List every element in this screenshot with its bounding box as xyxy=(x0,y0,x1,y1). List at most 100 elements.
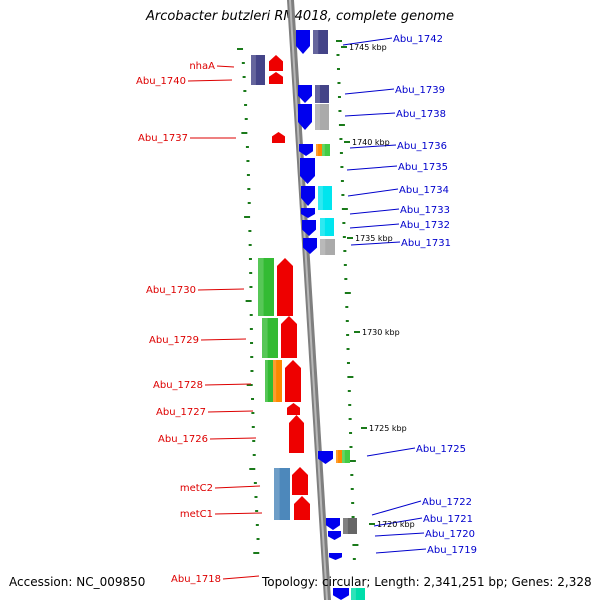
gene-label-abu_1726[interactable]: Abu_1726 xyxy=(158,434,208,445)
gene-label-abu_1731[interactable]: Abu_1731 xyxy=(401,238,451,249)
label-leader-line xyxy=(375,548,427,554)
gene-label-metc2[interactable]: metC2 xyxy=(180,483,213,494)
accession-text: Accession: NC_009850 xyxy=(9,575,146,589)
gene-block-shade xyxy=(351,588,356,600)
tick-mark xyxy=(340,180,344,182)
kbp-tick xyxy=(341,46,347,48)
tick-mark xyxy=(249,468,256,470)
tick-mark xyxy=(252,440,256,442)
tick-mark xyxy=(246,384,253,386)
tick-mark xyxy=(343,264,347,266)
gene-block xyxy=(318,186,332,210)
gene-label-abu_1736[interactable]: Abu_1736 xyxy=(397,141,447,152)
gene-label-abu_1738[interactable]: Abu_1738 xyxy=(396,109,446,120)
gene-arrow xyxy=(326,518,340,530)
tick-mark xyxy=(346,362,350,364)
gene-block-shade xyxy=(274,468,280,520)
gene-label-abu_1721[interactable]: Abu_1721 xyxy=(423,514,473,525)
gene-arrow xyxy=(299,144,313,156)
tick-mark xyxy=(337,82,341,84)
gene-block xyxy=(316,144,322,156)
gene-arrow xyxy=(281,316,297,358)
gene-block-shade xyxy=(342,450,345,463)
gene-block xyxy=(343,518,357,534)
tick-mark xyxy=(245,146,249,148)
label-leader-line xyxy=(342,37,393,46)
gene-label-abu_1725[interactable]: Abu_1725 xyxy=(416,444,466,455)
gene-label-abu_1735[interactable]: Abu_1735 xyxy=(398,162,448,173)
label-leader-line xyxy=(374,532,425,537)
gene-label-abu_1734[interactable]: Abu_1734 xyxy=(399,185,449,196)
gene-block xyxy=(322,144,330,156)
tick-mark xyxy=(338,110,342,112)
tick-mark xyxy=(249,328,253,330)
tick-mark xyxy=(342,222,346,224)
label-leader-line xyxy=(349,223,400,229)
gene-label-abu_1737[interactable]: Abu_1737 xyxy=(138,133,188,144)
gene-label-metc1[interactable]: metC1 xyxy=(180,509,213,520)
gene-block xyxy=(351,588,365,600)
tick-mark xyxy=(337,96,341,98)
gene-label-abu_1719[interactable]: Abu_1719 xyxy=(427,545,477,556)
right-gene-labels: Abu_1742 Abu_1739 Abu_1738 Abu_1736 Abu_1735… xyxy=(342,34,477,556)
gene-arrow xyxy=(277,258,293,316)
kbp-marker-label: 1725 kbp xyxy=(369,424,407,433)
gene-arrow xyxy=(318,451,333,464)
gene-arrow xyxy=(269,72,283,84)
tick-mark xyxy=(348,404,352,406)
label-leader-line xyxy=(371,500,422,516)
gene-arrow xyxy=(294,496,310,520)
kbp-tick xyxy=(354,331,360,333)
tick-mark xyxy=(351,502,355,504)
gene-label-abu_1718[interactable]: Abu_1718 xyxy=(171,574,221,585)
label-leader-line xyxy=(346,165,398,171)
gene-label-abu_1733[interactable]: Abu_1733 xyxy=(400,205,450,216)
tick-mark xyxy=(348,418,352,420)
tick-mark xyxy=(248,230,252,232)
tick-mark xyxy=(245,300,252,302)
gene-label-abu_1720[interactable]: Abu_1720 xyxy=(425,529,475,540)
label-leader-line xyxy=(214,512,263,515)
gene-label-nhaa[interactable]: nhaA xyxy=(189,61,215,72)
tick-mark xyxy=(350,488,354,490)
gene-block-shade xyxy=(258,258,264,316)
gene-block xyxy=(320,239,335,255)
label-leader-line xyxy=(216,65,235,68)
gene-label-abu_1729[interactable]: Abu_1729 xyxy=(149,335,199,346)
gene-arrow xyxy=(285,360,301,402)
gene-arrow xyxy=(303,238,317,254)
tick-mark xyxy=(347,390,351,392)
tick-mark xyxy=(255,510,259,512)
label-leader-line xyxy=(187,79,233,82)
tick-mark xyxy=(349,446,353,448)
gene-arrow xyxy=(329,553,342,560)
gene-label-abu_1739[interactable]: Abu_1739 xyxy=(395,85,445,96)
gene-arrow xyxy=(287,403,300,415)
tick-mark xyxy=(347,376,354,378)
tick-mark xyxy=(341,194,345,196)
tick-mark xyxy=(246,160,250,162)
gene-label-abu_1722[interactable]: Abu_1722 xyxy=(422,497,472,508)
gene-block-shade xyxy=(320,218,325,236)
tick-mark xyxy=(336,54,340,56)
gene-arrow xyxy=(301,208,315,218)
tick-mark xyxy=(345,320,349,322)
tick-mark xyxy=(249,314,253,316)
tick-mark xyxy=(246,174,250,176)
gene-block-shade xyxy=(320,239,326,255)
label-leader-line xyxy=(366,447,416,457)
tick-mark xyxy=(346,348,350,350)
gene-label-abu_1732[interactable]: Abu_1732 xyxy=(400,220,450,231)
tick-mark xyxy=(346,334,350,336)
gene-label-abu_1740[interactable]: Abu_1740 xyxy=(136,76,186,87)
gene-label-abu_1730[interactable]: Abu_1730 xyxy=(146,285,196,296)
gene-label-abu_1727[interactable]: Abu_1727 xyxy=(156,407,206,418)
tick-mark xyxy=(351,516,355,518)
tick-mark xyxy=(340,166,344,168)
gene-block-shade xyxy=(336,450,339,463)
gene-block xyxy=(315,104,329,130)
gene-label-abu_1728[interactable]: Abu_1728 xyxy=(153,380,203,391)
gene-label-abu_1742[interactable]: Abu_1742 xyxy=(393,34,443,45)
